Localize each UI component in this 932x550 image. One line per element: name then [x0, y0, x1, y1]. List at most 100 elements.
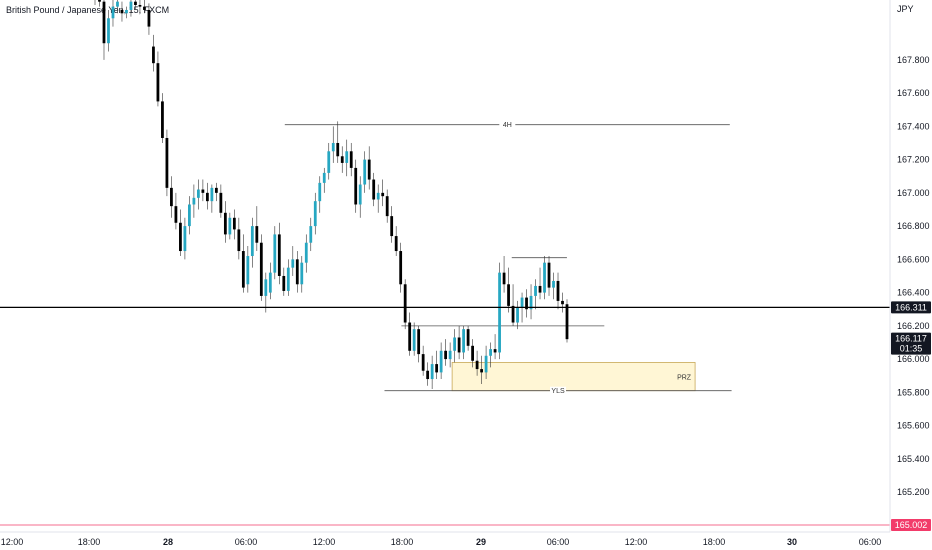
y-tick-label: 167.000 [897, 188, 930, 198]
y-tick-label: 166.200 [897, 321, 930, 331]
candle-body [201, 189, 205, 193]
candle-body [556, 280, 560, 301]
candle-body [498, 272, 501, 353]
current-price-tag [891, 332, 931, 355]
candle-body [116, 1, 119, 7]
candle [543, 256, 546, 300]
time-axis[interactable]: 12:00 18:00 28 06:00 12:00 18:00 29 06:00 12:00 1… [0, 531, 890, 547]
candle [444, 339, 448, 366]
candle [129, 0, 133, 17]
candle-body [246, 256, 250, 285]
candle-body [529, 295, 533, 310]
candle-body [129, 1, 133, 10]
candle [134, 0, 137, 10]
candle [201, 179, 205, 202]
candle [282, 267, 286, 296]
candle [152, 34, 155, 72]
candle [408, 312, 412, 356]
candle [412, 322, 416, 356]
candles-layer [94, 0, 569, 390]
level-label-bg [550, 386, 567, 395]
candle-body [322, 172, 326, 183]
price-axis[interactable]: JPY 167.800 167.600 167.400 167.200 167.000 1… [889, 0, 930, 532]
candle-body [300, 262, 304, 285]
candle-body [507, 284, 510, 306]
y-tick-label: 167.800 [897, 55, 930, 65]
candle-body [480, 369, 483, 373]
candle-body [98, 0, 101, 2]
prz-zone[interactable] [451, 362, 696, 392]
candle [268, 262, 272, 300]
candle [426, 362, 430, 386]
candle-body [453, 337, 457, 351]
candle-body [561, 300, 564, 305]
candle-body [403, 284, 407, 323]
level-label-4h: 4H [503, 122, 512, 129]
candle [471, 339, 474, 368]
candle-body [444, 350, 448, 360]
candle [354, 159, 358, 213]
candle-body [156, 63, 160, 102]
current-price-text: 166.117 [895, 334, 927, 344]
y-tick-label: 165.200 [897, 487, 930, 497]
candle-body [376, 192, 380, 200]
candle-body [390, 216, 394, 237]
y-tick-label: 166.000 [897, 354, 930, 364]
candle-body [448, 350, 452, 360]
candle-body [273, 234, 277, 273]
candle-body [264, 279, 268, 296]
candle [516, 300, 519, 330]
candle [165, 129, 169, 197]
y-tick-label: 167.200 [897, 155, 930, 165]
candle [232, 209, 236, 240]
candle [421, 345, 425, 376]
candle [237, 217, 241, 260]
candle [192, 184, 196, 218]
candle-body [363, 159, 367, 185]
candle [183, 217, 187, 260]
x-tick-label: 12:00 [313, 537, 336, 547]
candle-body [408, 322, 412, 351]
candle [147, 3, 151, 35]
candle [138, 0, 142, 14]
candle-body [309, 226, 313, 243]
candle-body [345, 151, 349, 163]
y-tick-label: 166.600 [897, 254, 930, 264]
candle [525, 289, 528, 318]
candle-body [471, 345, 474, 361]
candle-body [336, 142, 340, 157]
drawing-layer: PRZ 4H YLS [284, 120, 732, 395]
candle [430, 355, 434, 390]
candle [143, 0, 146, 14]
candle [340, 146, 344, 173]
y-tick-label: 165.800 [897, 387, 930, 397]
candle [498, 262, 501, 360]
x-tick-label: 12:00 [625, 537, 648, 547]
candle-body [439, 350, 443, 373]
candle-body [196, 189, 200, 198]
candle-body [134, 1, 137, 5]
horizontal-lines-layer [0, 306, 890, 526]
candle [547, 256, 551, 296]
candle-body [417, 329, 421, 355]
candle-body [174, 206, 178, 223]
candle-body [219, 192, 223, 213]
candle-body [250, 226, 254, 257]
candle [349, 142, 353, 177]
x-tick-label: 06:00 [547, 537, 570, 547]
candle [107, 9, 110, 52]
candle [484, 345, 488, 380]
candle-body [565, 304, 569, 340]
candle-body [435, 364, 439, 373]
candle-body [179, 222, 182, 252]
candle-body [412, 329, 416, 351]
x-tick-label: 28 [163, 537, 173, 547]
candle-body [277, 234, 281, 276]
candle [327, 142, 331, 180]
candle-body [165, 137, 169, 188]
candle [120, 1, 124, 22]
candle-body [255, 226, 259, 243]
candle [358, 176, 362, 218]
candle [399, 242, 403, 293]
